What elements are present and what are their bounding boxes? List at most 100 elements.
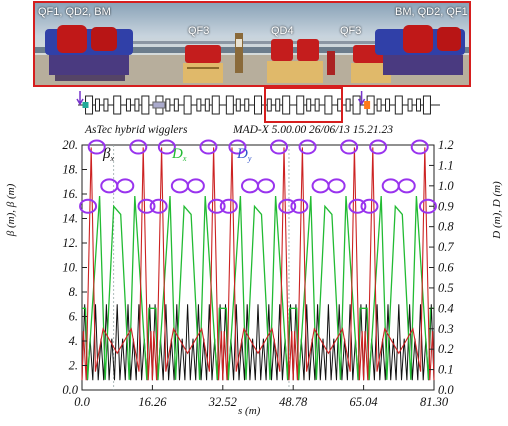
y-right-tick-label: 0.5 (438, 281, 454, 295)
magnet-photo-illustration (35, 25, 469, 85)
y-right-tick-label: 0.7 (438, 240, 454, 254)
series-dispersion-line (82, 195, 434, 380)
y-left-tick-label: 14. (62, 212, 78, 226)
y-right-tick-label: 0.3 (438, 322, 454, 336)
lattice-magnet (125, 98, 131, 112)
lattice-magnet (254, 95, 262, 115)
lattice-magnet (141, 95, 150, 115)
lattice-magnet (235, 98, 241, 112)
marker-circle (298, 139, 317, 155)
lattice-magnet (165, 98, 171, 112)
marker-circle (137, 198, 156, 214)
lattice-magnet (113, 95, 122, 115)
marker-circle (269, 139, 288, 155)
lattice-magnet (103, 98, 109, 112)
marker-circle (397, 178, 416, 194)
marker-circle (257, 178, 276, 194)
magnet-photo-panel: QF1, QD2, BM QF3 QD4 QF3 BM, QD2, QF1 (33, 1, 471, 87)
marker-circle (410, 139, 429, 155)
lattice-magnet (416, 98, 422, 112)
lattice-magnet (296, 95, 305, 115)
x-tick-label: 0.0 (74, 395, 90, 409)
y-left-tick-label: 8. (69, 285, 78, 299)
lattice-magnet (173, 98, 179, 112)
lattice-magnet (376, 98, 382, 112)
y-right-tick-label: 1.2 (438, 138, 454, 152)
label-qf3-left: QF3 (188, 25, 210, 37)
marker-circle (79, 198, 98, 214)
lattice-magnet (134, 98, 140, 112)
lattice-magnet (306, 98, 312, 112)
chart-header-left: AsTec hybrid wigglers (84, 124, 188, 136)
lattice-magnet (196, 98, 202, 112)
x-tick-label: 65.04 (350, 395, 378, 409)
x-tick-label: 48.78 (279, 395, 308, 409)
marker-circle (327, 178, 346, 194)
lattice-magnet (394, 95, 403, 115)
series-layer (81, 147, 435, 381)
y-right-tick-label: 1.1 (438, 158, 454, 172)
lattice-magnet (422, 95, 431, 115)
marker-layer (79, 139, 437, 214)
y-right-tick-label: 0.6 (438, 261, 454, 275)
label-qd4: QD4 (271, 25, 294, 37)
marker-circle (199, 139, 218, 155)
label-qf3-right: QF3 (340, 25, 362, 37)
y-left-tick-label: 18. (62, 163, 78, 177)
y-left-tick-label: 6. (69, 310, 78, 324)
y-left-tick-label: 16. (62, 187, 78, 201)
x-tick-label: 32.52 (208, 395, 237, 409)
lattice-magnet (94, 98, 100, 112)
lattice-magnet (225, 95, 234, 115)
lattice-element-strip (76, 91, 440, 115)
marker-circle (278, 198, 297, 214)
label-bm-qd2-qf1: BM, QD2, QF1 (395, 6, 468, 18)
lattice-magnet (183, 95, 192, 115)
lattice-magnet (345, 98, 351, 112)
lattice-magnet (352, 95, 361, 115)
tick-layer: 0.0 16.26 32.52 48.78 65.04 81.300.02.4.6.8.1… (62, 138, 454, 409)
marker-circle (348, 198, 367, 214)
y-right-tick-label: 0.1 (438, 363, 454, 377)
label-qf1-qd2-bm: QF1, QD2, BM (38, 6, 111, 18)
series-beta-x-line (81, 147, 435, 381)
x-axis-title: s (m) (238, 405, 261, 417)
marker-circle (369, 139, 388, 155)
lattice-magnet (324, 95, 333, 115)
lattice-cavity (364, 101, 371, 109)
lattice-magnet (314, 98, 320, 112)
lattice-magnet (275, 98, 281, 112)
lattice-magnet (244, 98, 250, 112)
marker-circle (100, 178, 119, 194)
marker-circle (116, 178, 135, 194)
lattice-magnet (204, 98, 210, 112)
y-right-tick-label: 0.2 (438, 342, 454, 356)
lattice-magnet (282, 95, 291, 115)
x-tick-label: 81.30 (420, 395, 449, 409)
marker-circle (290, 198, 309, 214)
lattice-wiggler (152, 101, 166, 109)
marker-circle (360, 198, 379, 214)
chart-header-right: MAD-X 5.00.00 26/06/13 15.21.23 (232, 124, 393, 136)
marker-circle (240, 178, 259, 194)
lattice-magnet (385, 98, 391, 112)
marker-circle (207, 198, 226, 214)
y-left-tick-label: 4. (69, 334, 78, 348)
legend-dispersion-y: Dy (236, 146, 252, 163)
y-left-axis-title: β (m), β (m) (5, 183, 17, 237)
y-right-tick-label: 0.0 (438, 383, 454, 397)
y-right-axis-title: D (m), D (m) (491, 181, 503, 240)
arrow-down-icon (76, 91, 84, 106)
lattice-highlight-box (264, 87, 343, 123)
marker-circle (228, 139, 247, 155)
marker-circle (170, 178, 189, 194)
y-right-tick-label: 0.4 (438, 301, 454, 315)
x-tick-label: 16.26 (138, 395, 167, 409)
y-right-tick-label: 1.0 (438, 179, 454, 193)
marker-circle (129, 139, 148, 155)
y-left-tick-label: 0.0 (62, 383, 78, 397)
y-left-tick-label: 2. (69, 359, 78, 373)
marker-circle (219, 198, 238, 214)
y-right-tick-label: 0.9 (438, 199, 454, 213)
